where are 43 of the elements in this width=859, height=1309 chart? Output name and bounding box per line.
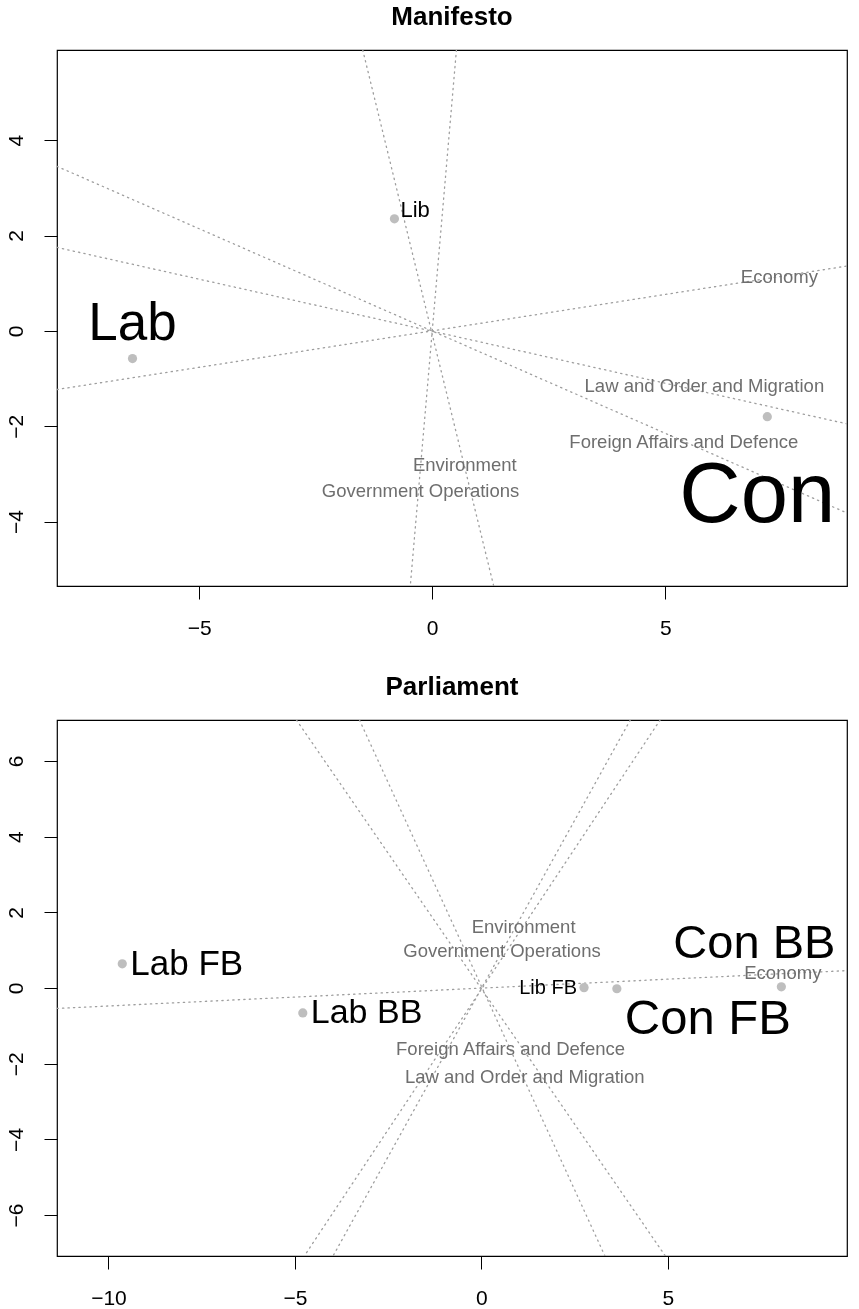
annotation: Government Operations <box>321 480 520 502</box>
annotation: Law and Order and Migration <box>584 374 825 396</box>
point <box>117 959 127 969</box>
x-tick-label: −5 <box>187 615 212 639</box>
point <box>762 412 772 422</box>
y-tick-label: −6 <box>3 1203 27 1228</box>
x-tick-label: 5 <box>662 1285 675 1309</box>
annotation: Law and Order and Migration <box>404 1065 645 1087</box>
series-label: Con FB <box>624 989 791 1044</box>
x-tick-label: 0 <box>476 1285 488 1309</box>
y-tick-label: −2 <box>3 1052 27 1077</box>
point <box>389 214 400 224</box>
y-tick-label: 4 <box>3 830 27 843</box>
x-tick-label: −10 <box>91 1285 127 1309</box>
series-label: Lib FB <box>519 975 578 998</box>
chart-title: Manifesto <box>391 1 513 31</box>
annotation: Economy <box>744 961 823 983</box>
y-tick-label: −4 <box>3 1127 27 1152</box>
y-tick-label: 6 <box>3 755 27 768</box>
x-tick-label: 0 <box>426 615 439 639</box>
series-label: Lab <box>88 291 177 351</box>
annotation: Foreign Affairs and Defence <box>396 1037 626 1059</box>
x-tick-label: 5 <box>659 615 672 639</box>
y-tick-label: 2 <box>3 906 27 919</box>
chart-title: Parliament <box>385 671 519 701</box>
y-tick-label: 2 <box>3 230 27 242</box>
point <box>127 353 138 364</box>
series-label: Lab FB <box>130 942 244 982</box>
y-tick-label: −2 <box>3 414 27 439</box>
point <box>612 984 622 994</box>
annotation: Environment <box>471 915 576 937</box>
point <box>776 982 786 992</box>
x-tick-label: −5 <box>283 1285 308 1309</box>
point <box>298 1008 308 1018</box>
y-tick-label: −4 <box>3 509 27 535</box>
annotation: Environment <box>412 454 517 476</box>
series-label: Lab BB <box>310 991 423 1030</box>
point <box>579 983 589 993</box>
annotation: Government Operations <box>403 940 601 962</box>
series-label: Lib <box>400 196 430 222</box>
y-tick-label: 0 <box>3 982 27 995</box>
y-tick-label: 0 <box>3 325 27 338</box>
y-tick-label: 4 <box>3 134 27 147</box>
